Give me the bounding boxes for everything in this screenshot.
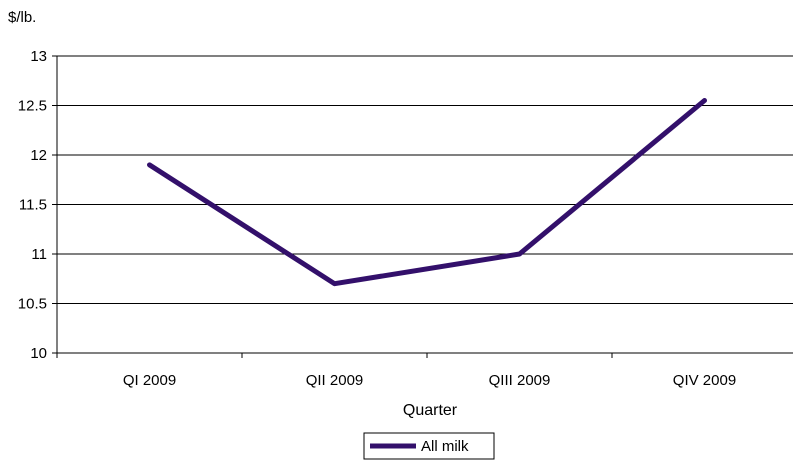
legend: All milk: [363, 432, 495, 460]
y-tick-label: 12.5: [18, 98, 47, 115]
y-tick-label: 12: [30, 147, 47, 164]
y-tick-label: 11: [31, 246, 47, 263]
series-line-all-milk: [147, 98, 707, 287]
y-axis-unit-label: $/lb.: [8, 9, 36, 26]
series-group: [147, 98, 707, 287]
x-tick-label: QI 2009: [123, 372, 176, 389]
x-tick-label: QII 2009: [306, 372, 364, 389]
legend-label-all-milk: All milk: [421, 438, 469, 455]
y-tick-label: 11.5: [19, 197, 47, 214]
y-axis-ticks: 10 10.5 11 11.5 12 12.5 13: [18, 48, 57, 362]
y-tick-label: 13: [30, 48, 47, 65]
x-tick-label: QIII 2009: [489, 372, 551, 389]
x-tick-label: QIV 2009: [673, 372, 736, 389]
x-axis-ticks: QI 2009 QII 2009 QIII 2009 QIV 2009: [56, 353, 736, 389]
y-tick-label: 10: [30, 345, 47, 362]
y-tick-label: 10.5: [18, 296, 47, 313]
gridlines: [57, 55, 793, 354]
x-axis-title: Quarter: [403, 402, 458, 419]
